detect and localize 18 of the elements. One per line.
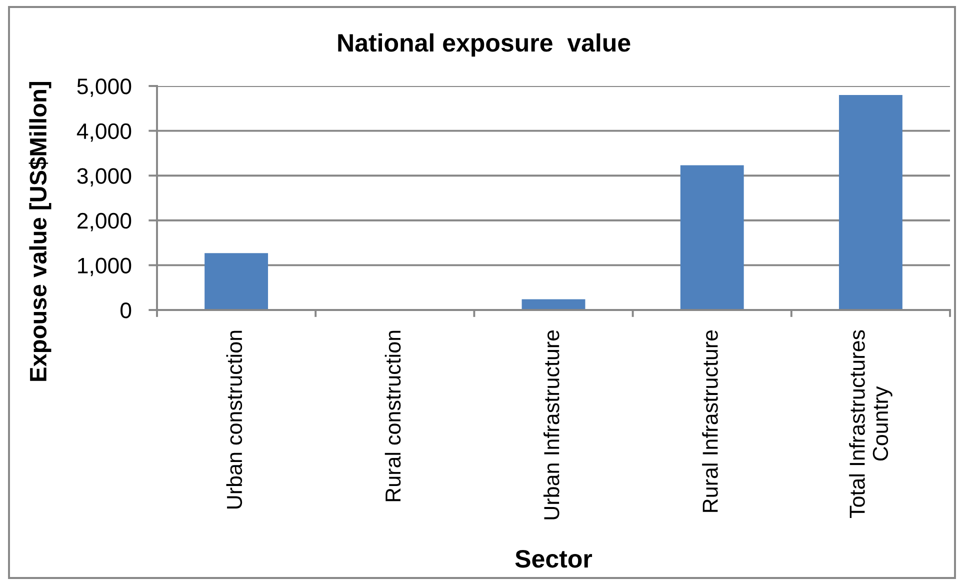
x-tick-label: Rural construction: [384, 330, 401, 502]
y-tick-label: 5,000: [77, 78, 132, 97]
x-tick-label: Urban construction: [226, 330, 242, 508]
x-tick-label: Total Infrastructures Country: [849, 330, 892, 518]
y-tick-label: 3,000: [77, 168, 132, 186]
x-tick-label: Rural Infrastructure: [702, 330, 718, 512]
bar: [838, 94, 902, 310]
y-tick-label: 1,000: [78, 258, 132, 276]
bar: [204, 253, 268, 310]
y-tick-label: 0: [120, 302, 132, 318]
chart-title: National exposure value: [338, 33, 630, 57]
x-axis-title: Sector: [515, 550, 592, 568]
y-tick-label: 4,000: [76, 123, 132, 142]
y-tick-label: 2,000: [78, 212, 132, 232]
x-tick-label: Urban Infrastructure: [543, 330, 560, 520]
y-axis-title: Expouse value [US$Millon]: [28, 82, 52, 381]
bar: [522, 299, 586, 310]
bar: [680, 165, 744, 310]
